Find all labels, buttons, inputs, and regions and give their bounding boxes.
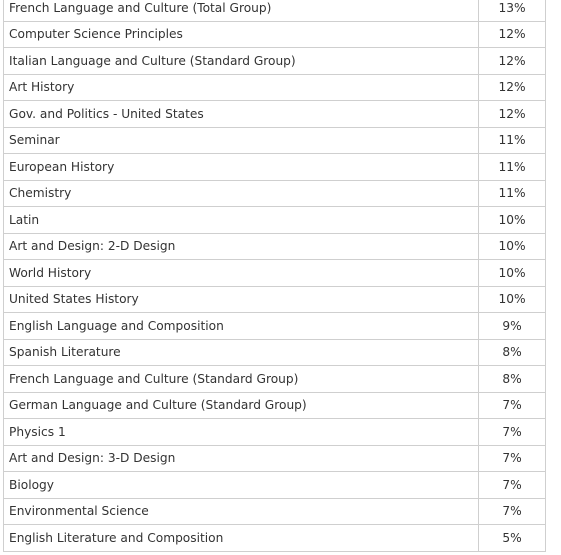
percent-cell: 11%	[478, 179, 546, 207]
table-row: Spanish Literature 8%	[3, 338, 546, 366]
results-table: French Language and Culture (Total Group…	[3, 0, 546, 552]
table-row: Physics 1 7%	[3, 418, 546, 446]
percent-cell: 8%	[478, 338, 546, 366]
subject-cell: French Language and Culture (Total Group…	[3, 0, 479, 22]
percent-cell: 7%	[478, 391, 546, 419]
table-row: Italian Language and Culture (Standard G…	[3, 47, 546, 75]
table-row: English Language and Composition 9%	[3, 312, 546, 340]
percent-cell: 11%	[478, 126, 546, 154]
subject-cell: Spanish Literature	[3, 338, 479, 366]
subject-cell: Gov. and Politics - United States	[3, 100, 479, 128]
table-row: Art History 12%	[3, 73, 546, 101]
results-table-container: French Language and Culture (Total Group…	[3, 0, 546, 552]
subject-cell: Environmental Science	[3, 497, 479, 525]
percent-cell: 12%	[478, 73, 546, 101]
percent-cell: 7%	[478, 497, 546, 525]
subject-cell: English Language and Composition	[3, 312, 479, 340]
subject-cell: Art and Design: 3-D Design	[3, 444, 479, 472]
table-row: Computer Science Principles 12%	[3, 20, 546, 48]
table-row: Latin 10%	[3, 206, 546, 234]
subject-cell: Latin	[3, 206, 479, 234]
subject-cell: Chemistry	[3, 179, 479, 207]
subject-cell: Art and Design: 2-D Design	[3, 232, 479, 260]
percent-cell: 10%	[478, 259, 546, 287]
table-row: English Literature and Composition 5%	[3, 524, 546, 552]
table-row: Seminar 11%	[3, 126, 546, 154]
percent-cell: 9%	[478, 312, 546, 340]
percent-cell: 7%	[478, 418, 546, 446]
table-row: French Language and Culture (Total Group…	[3, 0, 546, 22]
percent-cell: 10%	[478, 206, 546, 234]
table-row: Biology 7%	[3, 471, 546, 499]
percent-cell: 12%	[478, 100, 546, 128]
table-row: Art and Design: 2-D Design 10%	[3, 232, 546, 260]
percent-cell: 12%	[478, 47, 546, 75]
table-row: Art and Design: 3-D Design 7%	[3, 444, 546, 472]
subject-cell: Biology	[3, 471, 479, 499]
table-row: World History 10%	[3, 259, 546, 287]
subject-cell: French Language and Culture (Standard Gr…	[3, 365, 479, 393]
percent-cell: 7%	[478, 471, 546, 499]
percent-cell: 10%	[478, 285, 546, 313]
subject-cell: European History	[3, 153, 479, 181]
subject-cell: English Literature and Composition	[3, 524, 479, 552]
results-table-body: French Language and Culture (Total Group…	[3, 0, 546, 552]
percent-cell: 5%	[478, 524, 546, 552]
subject-cell: World History	[3, 259, 479, 287]
table-row: European History 11%	[3, 153, 546, 181]
subject-cell: United States History	[3, 285, 479, 313]
table-row: United States History 10%	[3, 285, 546, 313]
percent-cell: 10%	[478, 232, 546, 260]
table-row: German Language and Culture (Standard Gr…	[3, 391, 546, 419]
percent-cell: 12%	[478, 20, 546, 48]
subject-cell: Art History	[3, 73, 479, 101]
table-row: Environmental Science 7%	[3, 497, 546, 525]
table-row: Chemistry 11%	[3, 179, 546, 207]
subject-cell: Computer Science Principles	[3, 20, 479, 48]
percent-cell: 7%	[478, 444, 546, 472]
table-row: Gov. and Politics - United States 12%	[3, 100, 546, 128]
percent-cell: 11%	[478, 153, 546, 181]
percent-cell: 8%	[478, 365, 546, 393]
table-row: French Language and Culture (Standard Gr…	[3, 365, 546, 393]
subject-cell: German Language and Culture (Standard Gr…	[3, 391, 479, 419]
subject-cell: Physics 1	[3, 418, 479, 446]
subject-cell: Italian Language and Culture (Standard G…	[3, 47, 479, 75]
percent-cell: 13%	[478, 0, 546, 22]
subject-cell: Seminar	[3, 126, 479, 154]
